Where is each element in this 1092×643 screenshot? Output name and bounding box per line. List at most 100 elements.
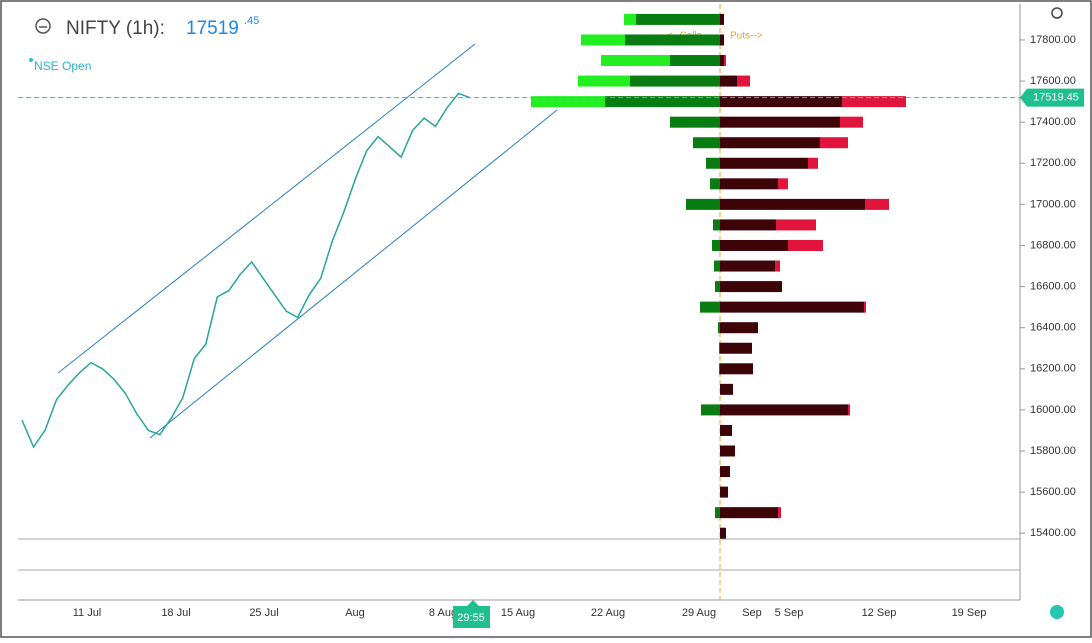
y-tick-label: 16600.00 xyxy=(1030,280,1076,292)
put-oi-bar xyxy=(720,137,820,149)
call-oi-bar xyxy=(710,178,720,190)
countdown-tag xyxy=(453,600,490,628)
put-oi-bar xyxy=(720,219,776,231)
put-change-bar xyxy=(724,55,726,67)
x-tick-label: 8 Aug xyxy=(429,607,457,619)
put-oi-bar xyxy=(720,404,848,416)
x-tick-label: 18 Jul xyxy=(161,607,190,619)
call-oi-bar xyxy=(712,239,720,251)
call-oi-bar xyxy=(700,301,720,313)
put-change-bar xyxy=(864,301,866,313)
call-oi-bar xyxy=(625,34,720,46)
call-change-bar xyxy=(578,75,630,87)
x-tick-label: 29 Aug xyxy=(682,607,716,619)
put-oi-bar xyxy=(720,239,788,251)
put-change-bar xyxy=(776,219,816,231)
y-tick-label: 15800.00 xyxy=(1030,445,1076,457)
status-dot[interactable] xyxy=(1050,605,1064,619)
put-oi-bar xyxy=(720,322,758,334)
put-oi-bar xyxy=(720,34,724,46)
y-tick-label: 17800.00 xyxy=(1030,34,1076,46)
y-tick-label: 16800.00 xyxy=(1030,239,1076,251)
x-tick-label: 12 Sep xyxy=(862,607,897,619)
y-tick-label: 15600.00 xyxy=(1030,486,1076,498)
call-oi-bar xyxy=(706,157,720,169)
price-main: 17519 xyxy=(186,18,239,39)
call-oi-bar xyxy=(636,13,720,25)
call-oi-bar xyxy=(713,219,720,231)
y-tick-label: 16400.00 xyxy=(1030,322,1076,334)
call-oi-bar xyxy=(670,116,720,128)
put-oi-bar xyxy=(720,424,732,436)
put-oi-bar xyxy=(720,198,865,210)
put-oi-bar xyxy=(720,55,724,67)
y-tick-label: 17200.00 xyxy=(1030,157,1076,169)
call-oi-bar xyxy=(686,198,720,210)
x-tick-label: Sep xyxy=(742,607,762,619)
call-oi-bar xyxy=(715,281,720,293)
x-tick-label: Aug xyxy=(345,607,365,619)
x-tick-label: 5 Sep xyxy=(775,607,804,619)
put-oi-bar xyxy=(720,178,778,190)
put-oi-bar xyxy=(720,281,782,293)
call-oi-bar xyxy=(605,96,720,108)
put-change-bar xyxy=(808,157,818,169)
call-change-bar xyxy=(531,96,605,108)
call-oi-bar xyxy=(718,322,720,334)
put-change-bar xyxy=(788,239,823,251)
call-change-bar xyxy=(581,34,625,46)
put-oi-bar xyxy=(720,96,842,108)
put-oi-bar xyxy=(720,157,808,169)
put-oi-bar xyxy=(720,466,730,478)
call-oi-bar xyxy=(670,55,720,67)
channel-lower xyxy=(149,109,558,439)
put-oi-bar xyxy=(720,527,726,539)
put-change-bar xyxy=(842,96,906,108)
call-change-bar xyxy=(601,55,670,67)
x-tick-label: 19 Sep xyxy=(952,607,987,619)
put-change-bar xyxy=(778,178,788,190)
y-tick-label: 17400.00 xyxy=(1030,116,1076,128)
x-tick-label: 11 Jul xyxy=(73,607,102,619)
put-oi-bar xyxy=(720,13,724,25)
session: NSE Open xyxy=(34,59,91,73)
y-tick-label: 16200.00 xyxy=(1030,363,1076,375)
x-tick-label: 15 Aug xyxy=(501,607,535,619)
call-oi-bar xyxy=(714,260,720,272)
last-price-label: 17519.45 xyxy=(1033,92,1079,104)
y-tick-label: 16000.00 xyxy=(1030,404,1076,416)
x-tick-label: 25 Jul xyxy=(249,607,278,619)
put-oi-bar xyxy=(720,342,752,354)
put-oi-bar xyxy=(720,507,778,519)
price-line xyxy=(21,92,471,449)
put-change-bar xyxy=(775,260,780,272)
put-change-bar xyxy=(820,137,848,149)
call-oi-bar xyxy=(630,75,720,87)
put-change-bar xyxy=(737,75,750,87)
put-oi-bar xyxy=(720,363,753,375)
session-dot xyxy=(29,58,33,62)
call-oi-bar xyxy=(719,363,720,375)
y-tick-label: 17000.00 xyxy=(1030,198,1076,210)
call-oi-bar xyxy=(701,404,720,416)
call-oi-bar xyxy=(715,507,720,519)
call-change-bar xyxy=(624,13,636,25)
countdown: 29:55 xyxy=(457,612,485,624)
settings-icon[interactable] xyxy=(1051,7,1063,19)
call-oi-bar xyxy=(693,137,720,149)
put-oi-bar xyxy=(720,260,775,272)
put-change-bar xyxy=(865,198,889,210)
put-change-bar xyxy=(840,116,863,128)
call-oi-bar xyxy=(719,342,720,354)
put-oi-bar xyxy=(720,445,735,457)
symbol: NIFTY (1h): xyxy=(66,18,165,39)
put-oi-bar xyxy=(720,75,737,87)
last-price-tag xyxy=(1020,88,1084,107)
price-decimals: .45 xyxy=(244,15,259,27)
puts-label: Puts--> xyxy=(730,31,763,42)
put-change-bar xyxy=(848,404,850,416)
channel-upper xyxy=(57,43,476,374)
y-tick-label: 15400.00 xyxy=(1030,527,1076,539)
search-icon[interactable] xyxy=(35,18,51,34)
